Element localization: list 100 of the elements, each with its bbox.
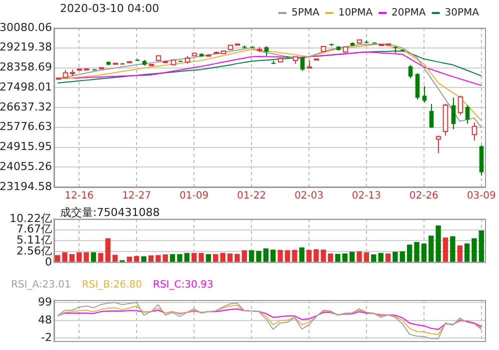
candlestick [415, 72, 420, 100]
x-tick-label: 01-09 [180, 190, 209, 202]
bar [428, 236, 434, 262]
y-tick-label: 7.67亿 [16, 222, 52, 236]
y-tick-label: 24055.26 [0, 160, 52, 173]
bar [242, 250, 247, 262]
bar [227, 253, 233, 262]
bar [450, 236, 456, 262]
bar [263, 248, 268, 262]
candlestick [264, 46, 269, 56]
bar [406, 244, 412, 262]
candlestick [465, 104, 470, 124]
bar [191, 252, 197, 262]
bar [220, 252, 226, 262]
bar [306, 250, 312, 262]
bar [299, 247, 304, 262]
x-tick-label: 12-16 [64, 190, 94, 202]
x-tick-label: 02-03 [294, 190, 324, 202]
bar [170, 254, 176, 262]
y-tick-label: 27498.01 [0, 80, 52, 94]
bar [162, 254, 168, 262]
legend-label: 30PMA [444, 8, 480, 19]
y-tick-label: -2 [41, 331, 52, 344]
bar [464, 244, 470, 262]
bar [76, 252, 82, 262]
bar [134, 256, 140, 262]
legend-label: 10PMA [338, 8, 373, 19]
candlestick [429, 103, 434, 128]
bar [328, 253, 334, 262]
bar [342, 253, 348, 262]
bar [55, 255, 60, 262]
bar [206, 254, 212, 262]
bar [356, 251, 362, 262]
bar [278, 250, 283, 262]
bar [320, 250, 326, 262]
y-tick-label: 48 [38, 313, 52, 326]
bar [126, 256, 132, 262]
x-tick-label: 12-27 [122, 190, 152, 202]
bar [350, 252, 355, 262]
bar [421, 244, 427, 262]
bar [62, 252, 68, 262]
y-tick-label: 5.11亿 [16, 234, 52, 247]
bar [256, 250, 262, 262]
bar [314, 249, 319, 262]
y-tick-label: 28358.69 [0, 60, 52, 74]
bar [148, 255, 154, 262]
y-tick-label: 99 [38, 295, 52, 308]
bar [442, 238, 448, 262]
bar [457, 245, 462, 262]
bar [112, 254, 118, 262]
bar [156, 255, 161, 262]
candlestick [422, 86, 427, 104]
bar [371, 254, 376, 262]
series-label: RSI_B:26.80 [82, 280, 142, 291]
bar [364, 252, 370, 262]
x-tick-label: 02-26 [409, 190, 438, 202]
bar [105, 238, 110, 262]
legend-label: 5PMA [291, 8, 320, 19]
text: RSI_C:30.93 [153, 280, 214, 291]
bar [141, 256, 146, 262]
bar [392, 252, 398, 262]
bar [478, 230, 484, 262]
bar [184, 253, 190, 262]
bar [213, 254, 218, 262]
x-tick-label: 02-13 [352, 190, 381, 202]
bar [335, 254, 340, 262]
legend-label: 20PMA [392, 8, 426, 19]
y-tick-label: 25776.63 [0, 120, 52, 134]
bar [69, 254, 75, 262]
x-tick-label: 03-09 [466, 190, 496, 202]
candlestick [451, 97, 456, 130]
bar [400, 251, 405, 262]
candlestick [408, 64, 413, 79]
bar [472, 238, 477, 262]
bar [84, 252, 89, 262]
y-tick-label: 24915.95 [0, 140, 52, 154]
y-tick-label: 2.56亿 [16, 244, 52, 258]
bar [270, 250, 276, 262]
bar [198, 253, 204, 262]
x-tick-label: 01-22 [236, 190, 266, 202]
bar [90, 252, 96, 262]
bar [436, 225, 441, 262]
y-tick-label: 0 [45, 255, 52, 268]
bar [292, 250, 298, 262]
y-tick-label: 30080.06 [0, 20, 52, 34]
series-label: RSI_A:23.01 [11, 280, 71, 291]
bar [284, 250, 290, 262]
bar [385, 253, 391, 262]
chart-title: 2020-03-10 04:00 [60, 2, 160, 15]
candlestick [300, 56, 305, 72]
bar [414, 242, 420, 262]
bar [234, 254, 240, 262]
y-tick-label: 10.22亿 [10, 212, 52, 225]
y-tick-label: 23194.58 [0, 180, 52, 193]
y-tick-label: 26637.32 [0, 100, 52, 114]
chart-title: 成交量:750431088 [60, 205, 160, 220]
bar [248, 250, 254, 262]
y-tick-label: 29219.38 [0, 40, 52, 54]
bar [378, 253, 384, 262]
bar [98, 253, 104, 262]
